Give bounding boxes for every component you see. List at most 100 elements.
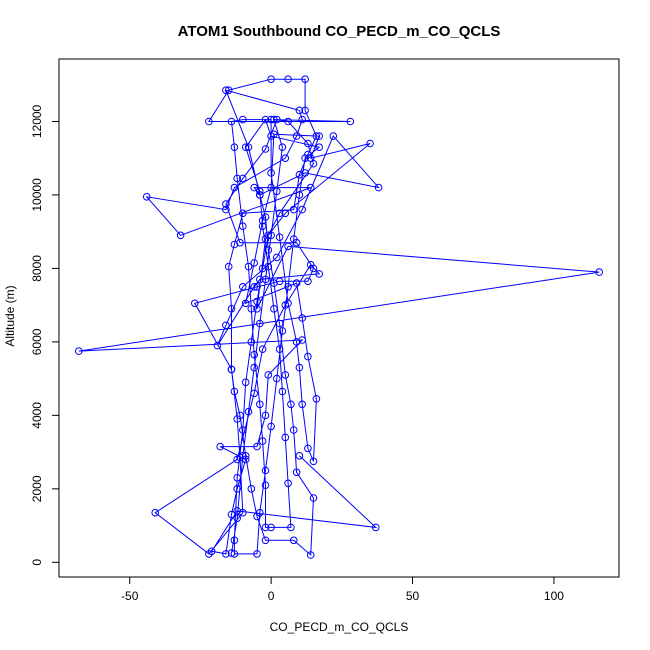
data-point — [295, 363, 304, 372]
data-point — [142, 193, 151, 201]
series-layer — [75, 75, 604, 559]
data-point — [275, 345, 284, 354]
y-tick-label: 4000 — [30, 402, 44, 429]
y-tick-label: 10000 — [30, 178, 44, 212]
data-point — [227, 305, 236, 313]
data-point — [253, 297, 261, 306]
data-point — [236, 411, 244, 420]
data-point — [241, 299, 250, 308]
data-point — [256, 319, 264, 328]
data-point — [284, 117, 292, 126]
data-point — [304, 352, 312, 361]
data-point — [306, 154, 315, 162]
data-point — [267, 75, 275, 83]
data-point — [267, 523, 275, 532]
data-point — [241, 143, 250, 151]
data-point — [284, 479, 292, 488]
data-point — [264, 262, 273, 271]
data-point — [247, 305, 256, 313]
data-point — [241, 378, 250, 387]
data-point — [253, 305, 261, 313]
data-point — [287, 400, 295, 409]
data-point — [298, 336, 307, 344]
data-point — [253, 283, 261, 291]
data-point — [275, 319, 284, 328]
data-point — [256, 400, 264, 409]
data-point — [261, 466, 270, 475]
data-point — [261, 523, 270, 532]
data-point — [289, 235, 298, 243]
data-point — [258, 437, 267, 445]
data-point — [278, 143, 287, 151]
data-point — [239, 426, 247, 434]
data-point — [233, 514, 241, 523]
data-point — [281, 433, 290, 442]
data-point — [250, 183, 258, 192]
data-point — [233, 174, 241, 183]
series-line — [78, 78, 600, 557]
data-point — [329, 132, 338, 140]
data-point — [301, 154, 309, 162]
data-point — [239, 222, 247, 230]
data-point — [289, 426, 298, 434]
data-point — [309, 457, 318, 466]
data-point — [250, 363, 258, 372]
data-point — [224, 86, 233, 94]
data-point — [275, 277, 284, 286]
data-point — [213, 341, 222, 350]
data-point — [374, 183, 383, 192]
data-point — [205, 117, 213, 126]
data-point — [278, 327, 287, 335]
data-point — [239, 115, 247, 124]
data-point — [289, 536, 298, 545]
data-point — [306, 183, 315, 192]
data-point — [292, 468, 301, 477]
data-point — [261, 481, 270, 490]
data-point — [295, 106, 304, 115]
data-point — [267, 422, 275, 431]
data-point — [275, 209, 284, 218]
data-point — [315, 143, 324, 151]
data-point — [222, 550, 230, 558]
data-point — [236, 238, 244, 247]
data-point — [315, 270, 324, 278]
data-point — [250, 259, 258, 267]
data-point — [250, 350, 258, 359]
x-tick-label: 100 — [544, 589, 564, 603]
x-tick-label: 0 — [268, 589, 275, 603]
plot-frame — [58, 58, 620, 578]
data-point — [287, 523, 295, 532]
data-point — [241, 452, 250, 460]
data-point — [281, 371, 290, 379]
x-axis: -50 0 50 100 — [121, 576, 564, 603]
chart-title: ATOM1 Southbound CO_PECD_m_CO_QCLS — [178, 23, 501, 40]
data-point — [247, 338, 256, 346]
data-point — [244, 262, 253, 271]
data-point — [227, 117, 236, 126]
x-tick-label: -50 — [121, 589, 139, 603]
data-point — [261, 275, 270, 284]
data-point — [230, 387, 239, 396]
data-point — [233, 507, 241, 515]
data-point — [151, 508, 159, 517]
data-point — [227, 365, 236, 374]
data-point — [270, 115, 278, 124]
y-axis-label: Altitude (m) — [3, 285, 17, 346]
data-point — [346, 117, 355, 126]
data-point — [239, 283, 247, 291]
data-point — [256, 187, 264, 196]
data-point — [230, 240, 239, 249]
data-point — [239, 508, 247, 517]
data-point — [222, 205, 230, 214]
y-tick-label: 12000 — [30, 104, 44, 138]
data-point — [176, 231, 185, 240]
data-point — [301, 75, 309, 83]
data-point — [253, 550, 261, 558]
data-point — [239, 209, 247, 218]
y-tick-label: 2000 — [30, 475, 44, 502]
data-point — [227, 510, 236, 519]
data-point — [256, 275, 264, 284]
data-point — [224, 262, 233, 271]
data-point — [230, 183, 239, 192]
